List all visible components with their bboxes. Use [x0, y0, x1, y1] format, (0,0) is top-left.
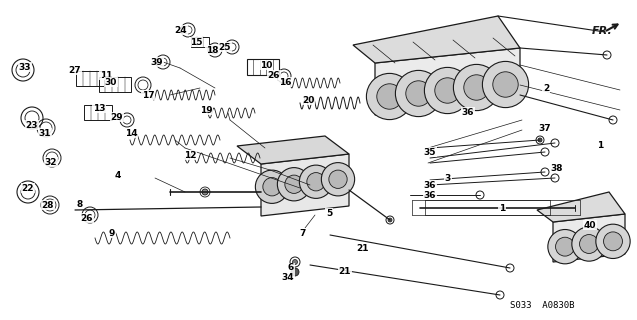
Polygon shape [537, 192, 625, 222]
Text: 40: 40 [583, 220, 596, 229]
Circle shape [555, 237, 575, 256]
Text: 29: 29 [111, 113, 124, 122]
Text: 9: 9 [109, 228, 115, 237]
Circle shape [321, 163, 355, 196]
Circle shape [388, 218, 392, 222]
Text: 37: 37 [539, 124, 551, 132]
Circle shape [464, 75, 489, 100]
Text: 26: 26 [268, 70, 280, 79]
Text: 28: 28 [42, 201, 54, 210]
Text: 16: 16 [279, 77, 291, 86]
Polygon shape [261, 154, 349, 216]
Text: 17: 17 [141, 91, 154, 100]
Text: 36: 36 [424, 190, 436, 199]
Text: 23: 23 [25, 121, 38, 130]
Text: 1: 1 [499, 204, 505, 212]
Text: 33: 33 [18, 62, 31, 71]
Text: 38: 38 [551, 164, 563, 172]
Circle shape [396, 70, 441, 116]
Text: 1: 1 [597, 140, 603, 149]
Circle shape [548, 229, 582, 264]
Circle shape [482, 61, 529, 108]
Text: 22: 22 [22, 183, 34, 193]
Text: 6: 6 [288, 263, 294, 273]
Circle shape [377, 84, 402, 109]
Circle shape [596, 224, 630, 259]
Text: S033  A0830B: S033 A0830B [510, 300, 575, 309]
Polygon shape [375, 48, 520, 115]
Circle shape [538, 138, 542, 142]
Text: FR.: FR. [592, 26, 613, 36]
Text: 35: 35 [424, 148, 436, 156]
Circle shape [493, 72, 519, 97]
Circle shape [255, 170, 289, 204]
Text: 39: 39 [151, 58, 163, 67]
Circle shape [406, 81, 431, 106]
Text: 3: 3 [445, 173, 451, 182]
Text: 14: 14 [125, 129, 138, 138]
Circle shape [424, 68, 471, 114]
Text: 10: 10 [260, 60, 272, 69]
Polygon shape [353, 16, 520, 63]
Text: 20: 20 [302, 95, 314, 105]
Text: 32: 32 [45, 157, 57, 166]
Text: 25: 25 [218, 43, 231, 52]
Text: 21: 21 [339, 268, 351, 276]
Text: 13: 13 [93, 103, 105, 113]
Text: 18: 18 [206, 45, 218, 54]
Text: 36: 36 [462, 108, 475, 116]
Text: 15: 15 [190, 37, 203, 46]
Circle shape [572, 227, 606, 261]
Text: 26: 26 [81, 213, 93, 222]
Circle shape [292, 260, 297, 265]
Text: 24: 24 [175, 26, 187, 35]
Text: 27: 27 [69, 66, 82, 75]
Text: 4: 4 [115, 171, 121, 180]
Polygon shape [237, 136, 349, 164]
Text: 11: 11 [100, 70, 112, 79]
Circle shape [291, 268, 299, 276]
Circle shape [307, 172, 325, 191]
Circle shape [329, 170, 347, 188]
Polygon shape [553, 214, 625, 262]
Text: 19: 19 [199, 106, 212, 115]
Circle shape [604, 232, 622, 251]
Circle shape [580, 235, 598, 253]
Circle shape [454, 64, 499, 111]
Text: 21: 21 [357, 244, 369, 252]
Text: 8: 8 [77, 199, 83, 209]
Circle shape [366, 73, 413, 120]
Text: 36: 36 [424, 180, 436, 189]
Text: 2: 2 [543, 84, 549, 92]
Text: 5: 5 [326, 209, 332, 218]
Text: 34: 34 [282, 274, 294, 283]
Text: 12: 12 [183, 150, 196, 159]
Circle shape [299, 165, 333, 198]
Circle shape [285, 175, 303, 193]
Circle shape [277, 168, 311, 201]
Circle shape [202, 189, 208, 195]
Circle shape [435, 78, 460, 103]
Circle shape [263, 178, 281, 196]
Text: 7: 7 [300, 228, 306, 237]
Text: 30: 30 [105, 77, 117, 86]
Text: 31: 31 [39, 129, 51, 138]
